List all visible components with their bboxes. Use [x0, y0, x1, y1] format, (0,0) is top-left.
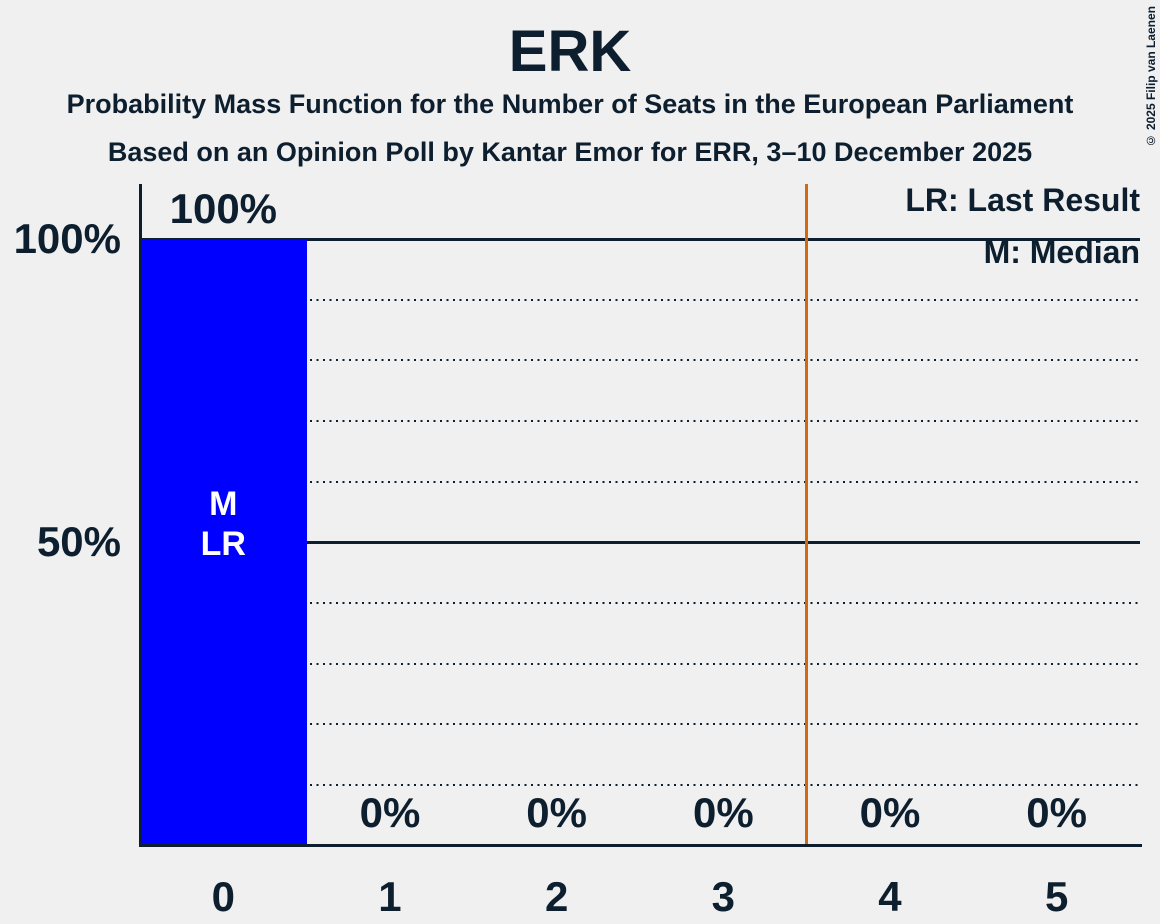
- y-axis-label-50: 50%: [36, 518, 121, 565]
- y-axis-line: [138, 184, 142, 847]
- bar-value-label-1: 0%: [359, 789, 421, 836]
- bar-value-label-5: 0%: [1026, 789, 1087, 836]
- last-result-marker-label: LR: [200, 525, 246, 563]
- x-axis-tick-label-5: 5: [1044, 873, 1069, 920]
- gridline-dotted-60: [141, 480, 1140, 483]
- majority-threshold-line: [804, 184, 809, 844]
- gridline-dotted-70: [141, 419, 1140, 422]
- gridline-dotted-90: [141, 298, 1140, 301]
- bar-seats-0: [140, 239, 307, 846]
- x-axis-tick-label-1: 1: [378, 873, 402, 920]
- bar-median-lr-annotation: M LR: [140, 484, 307, 564]
- gridline-dotted-20: [141, 723, 1140, 726]
- bar-value-label-3: 0%: [692, 789, 754, 836]
- legend-last-result-label: LR: Last Result: [905, 182, 1140, 218]
- x-axis-tick-label-4: 4: [878, 873, 902, 920]
- gridline-dotted-10: [141, 783, 1140, 786]
- gridline-dotted-30: [141, 662, 1140, 665]
- chart-title: ERK: [508, 19, 632, 84]
- median-marker-label: M: [209, 485, 238, 523]
- chart-source-line: Based on an Opinion Poll by Kantar Emor …: [107, 137, 1033, 167]
- x-axis-tick-label-0: 0: [211, 873, 235, 920]
- gridline-solid-100: [141, 237, 1140, 241]
- gridline-solid-50: [141, 540, 1140, 544]
- chart-subtitle: Probability Mass Function for the Number…: [66, 89, 1074, 119]
- bar-value-label-2: 0%: [526, 789, 587, 836]
- bar-value-label-0: 100%: [169, 185, 278, 232]
- x-axis-tick-label-3: 3: [711, 873, 735, 920]
- x-axis-line: [138, 844, 1142, 847]
- y-axis-label-100: 100%: [13, 215, 121, 262]
- gridline-dotted-80: [141, 359, 1140, 362]
- gridline-dotted-40: [141, 601, 1140, 604]
- bar-value-label-4: 0%: [859, 789, 921, 836]
- x-axis-tick-label-2: 2: [544, 873, 569, 920]
